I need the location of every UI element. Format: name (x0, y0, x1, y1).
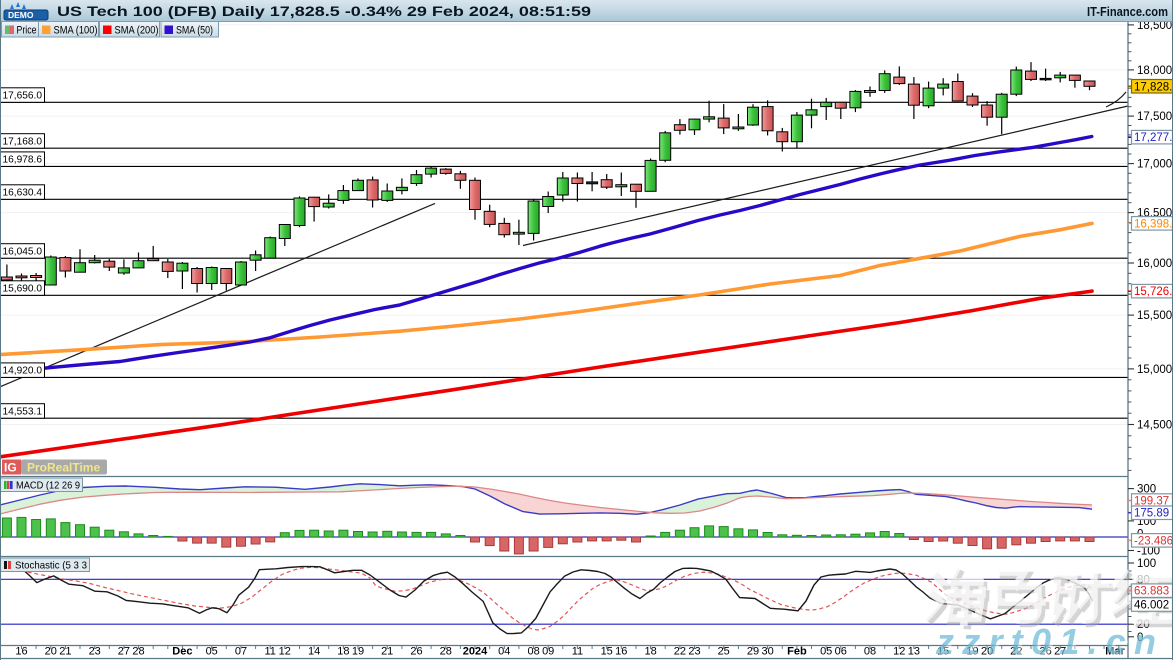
svg-text:16,000: 16,000 (1137, 258, 1172, 270)
svg-text:-100: -100 (1137, 546, 1160, 558)
svg-text:08: 08 (527, 646, 539, 658)
svg-text:IT-Finance.com: IT-Finance.com (1087, 4, 1168, 19)
svg-text:US Tech 100 (DFB) Daily 17,828: US Tech 100 (DFB) Daily 17,828.5 -0.34% … (57, 3, 591, 19)
svg-text:11: 11 (572, 646, 583, 658)
svg-text:16: 16 (615, 646, 627, 658)
svg-text:28: 28 (440, 646, 452, 658)
svg-text:14: 14 (308, 646, 320, 658)
svg-text:06: 06 (835, 646, 847, 658)
svg-text:16,630.4: 16,630.4 (3, 187, 43, 199)
svg-text:28: 28 (132, 646, 144, 658)
svg-text:2024: 2024 (463, 646, 488, 658)
svg-text:15,726..: 15,726.. (1134, 286, 1173, 298)
svg-text:15,000: 15,000 (1137, 364, 1172, 376)
svg-text:08: 08 (864, 646, 876, 658)
svg-text:21: 21 (59, 646, 71, 658)
svg-text:18,000: 18,000 (1137, 65, 1172, 77)
svg-text:100: 100 (1137, 558, 1156, 570)
svg-text:Stochastic (5 3 3: Stochastic (5 3 3 (15, 560, 87, 572)
svg-text:26: 26 (1039, 646, 1051, 658)
svg-text:18: 18 (337, 646, 349, 658)
svg-text:14,500: 14,500 (1137, 420, 1172, 432)
svg-text:19: 19 (966, 646, 978, 658)
svg-text:MACD (12 26 9: MACD (12 26 9 (16, 480, 80, 492)
svg-text:Price: Price (17, 25, 37, 37)
svg-text:09: 09 (542, 646, 554, 658)
svg-text:22: 22 (1010, 646, 1022, 658)
svg-text:zzrt01.cn: zzrt01.cn (938, 623, 1167, 660)
svg-text:21: 21 (381, 646, 393, 658)
svg-text:14,553.1: 14,553.1 (3, 405, 43, 417)
svg-text:0: 0 (1137, 632, 1143, 644)
svg-text:25: 25 (718, 646, 730, 658)
svg-text:20: 20 (45, 646, 57, 658)
svg-text:Dec: Dec (172, 646, 192, 658)
svg-text:SMA (50): SMA (50) (176, 25, 213, 37)
svg-text:-23.486: -23.486 (1134, 535, 1173, 547)
svg-text:29: 29 (747, 646, 759, 658)
svg-text:17,000: 17,000 (1137, 159, 1172, 171)
svg-text:Feb: Feb (787, 646, 807, 658)
svg-text:22: 22 (674, 646, 686, 658)
svg-text:23: 23 (89, 646, 101, 658)
svg-text:14,920.0: 14,920.0 (3, 365, 43, 377)
svg-text:15,690.0: 15,690.0 (3, 283, 43, 295)
svg-text:ProRealTime: ProRealTime (27, 461, 100, 475)
svg-text:300: 300 (1137, 484, 1156, 496)
svg-text:23: 23 (688, 646, 700, 658)
svg-text:17,277..: 17,277.. (1134, 132, 1173, 144)
svg-text:11: 11 (264, 646, 275, 658)
svg-text:05: 05 (206, 646, 218, 658)
svg-text:DEMO: DEMO (8, 10, 34, 20)
svg-text:27: 27 (1054, 646, 1066, 658)
svg-text:199.37: 199.37 (1134, 496, 1169, 508)
svg-text:SMA (200): SMA (200) (115, 25, 159, 37)
svg-text:18: 18 (644, 646, 656, 658)
svg-text:17,828..: 17,828.. (1134, 81, 1173, 93)
svg-text:zzrt01.cn: zzrt01.cn (935, 621, 1164, 660)
svg-text:16,978.6: 16,978.6 (3, 154, 43, 166)
svg-text:26: 26 (410, 646, 422, 658)
svg-text:17,168.0: 17,168.0 (3, 135, 43, 147)
svg-text:05: 05 (820, 646, 832, 658)
svg-text:12: 12 (279, 646, 291, 658)
svg-text:04: 04 (498, 646, 510, 658)
svg-text:IG: IG (4, 461, 17, 475)
svg-text:12: 12 (893, 646, 905, 658)
svg-text:19: 19 (352, 646, 364, 658)
svg-text:17,656.0: 17,656.0 (3, 90, 43, 102)
svg-text:17,500: 17,500 (1137, 111, 1172, 123)
svg-text:16,045.0: 16,045.0 (3, 245, 43, 257)
svg-text:15: 15 (937, 646, 949, 658)
svg-text:18,500: 18,500 (1137, 20, 1172, 32)
svg-text:16: 16 (15, 646, 27, 658)
svg-text:46.002: 46.002 (1134, 600, 1169, 612)
svg-text:20: 20 (981, 646, 993, 658)
svg-text:16,398..: 16,398.. (1134, 218, 1173, 230)
svg-text:15,500: 15,500 (1137, 310, 1172, 322)
svg-text:SMA (100): SMA (100) (54, 25, 98, 37)
svg-text:63.883: 63.883 (1134, 586, 1169, 598)
svg-text:175.89: 175.89 (1134, 508, 1169, 520)
svg-text:30: 30 (761, 646, 773, 658)
svg-text:Mar: Mar (1105, 646, 1125, 658)
svg-text:15: 15 (601, 646, 613, 658)
svg-text:13: 13 (908, 646, 920, 658)
svg-text:07: 07 (235, 646, 247, 658)
svg-text:27: 27 (118, 646, 130, 658)
